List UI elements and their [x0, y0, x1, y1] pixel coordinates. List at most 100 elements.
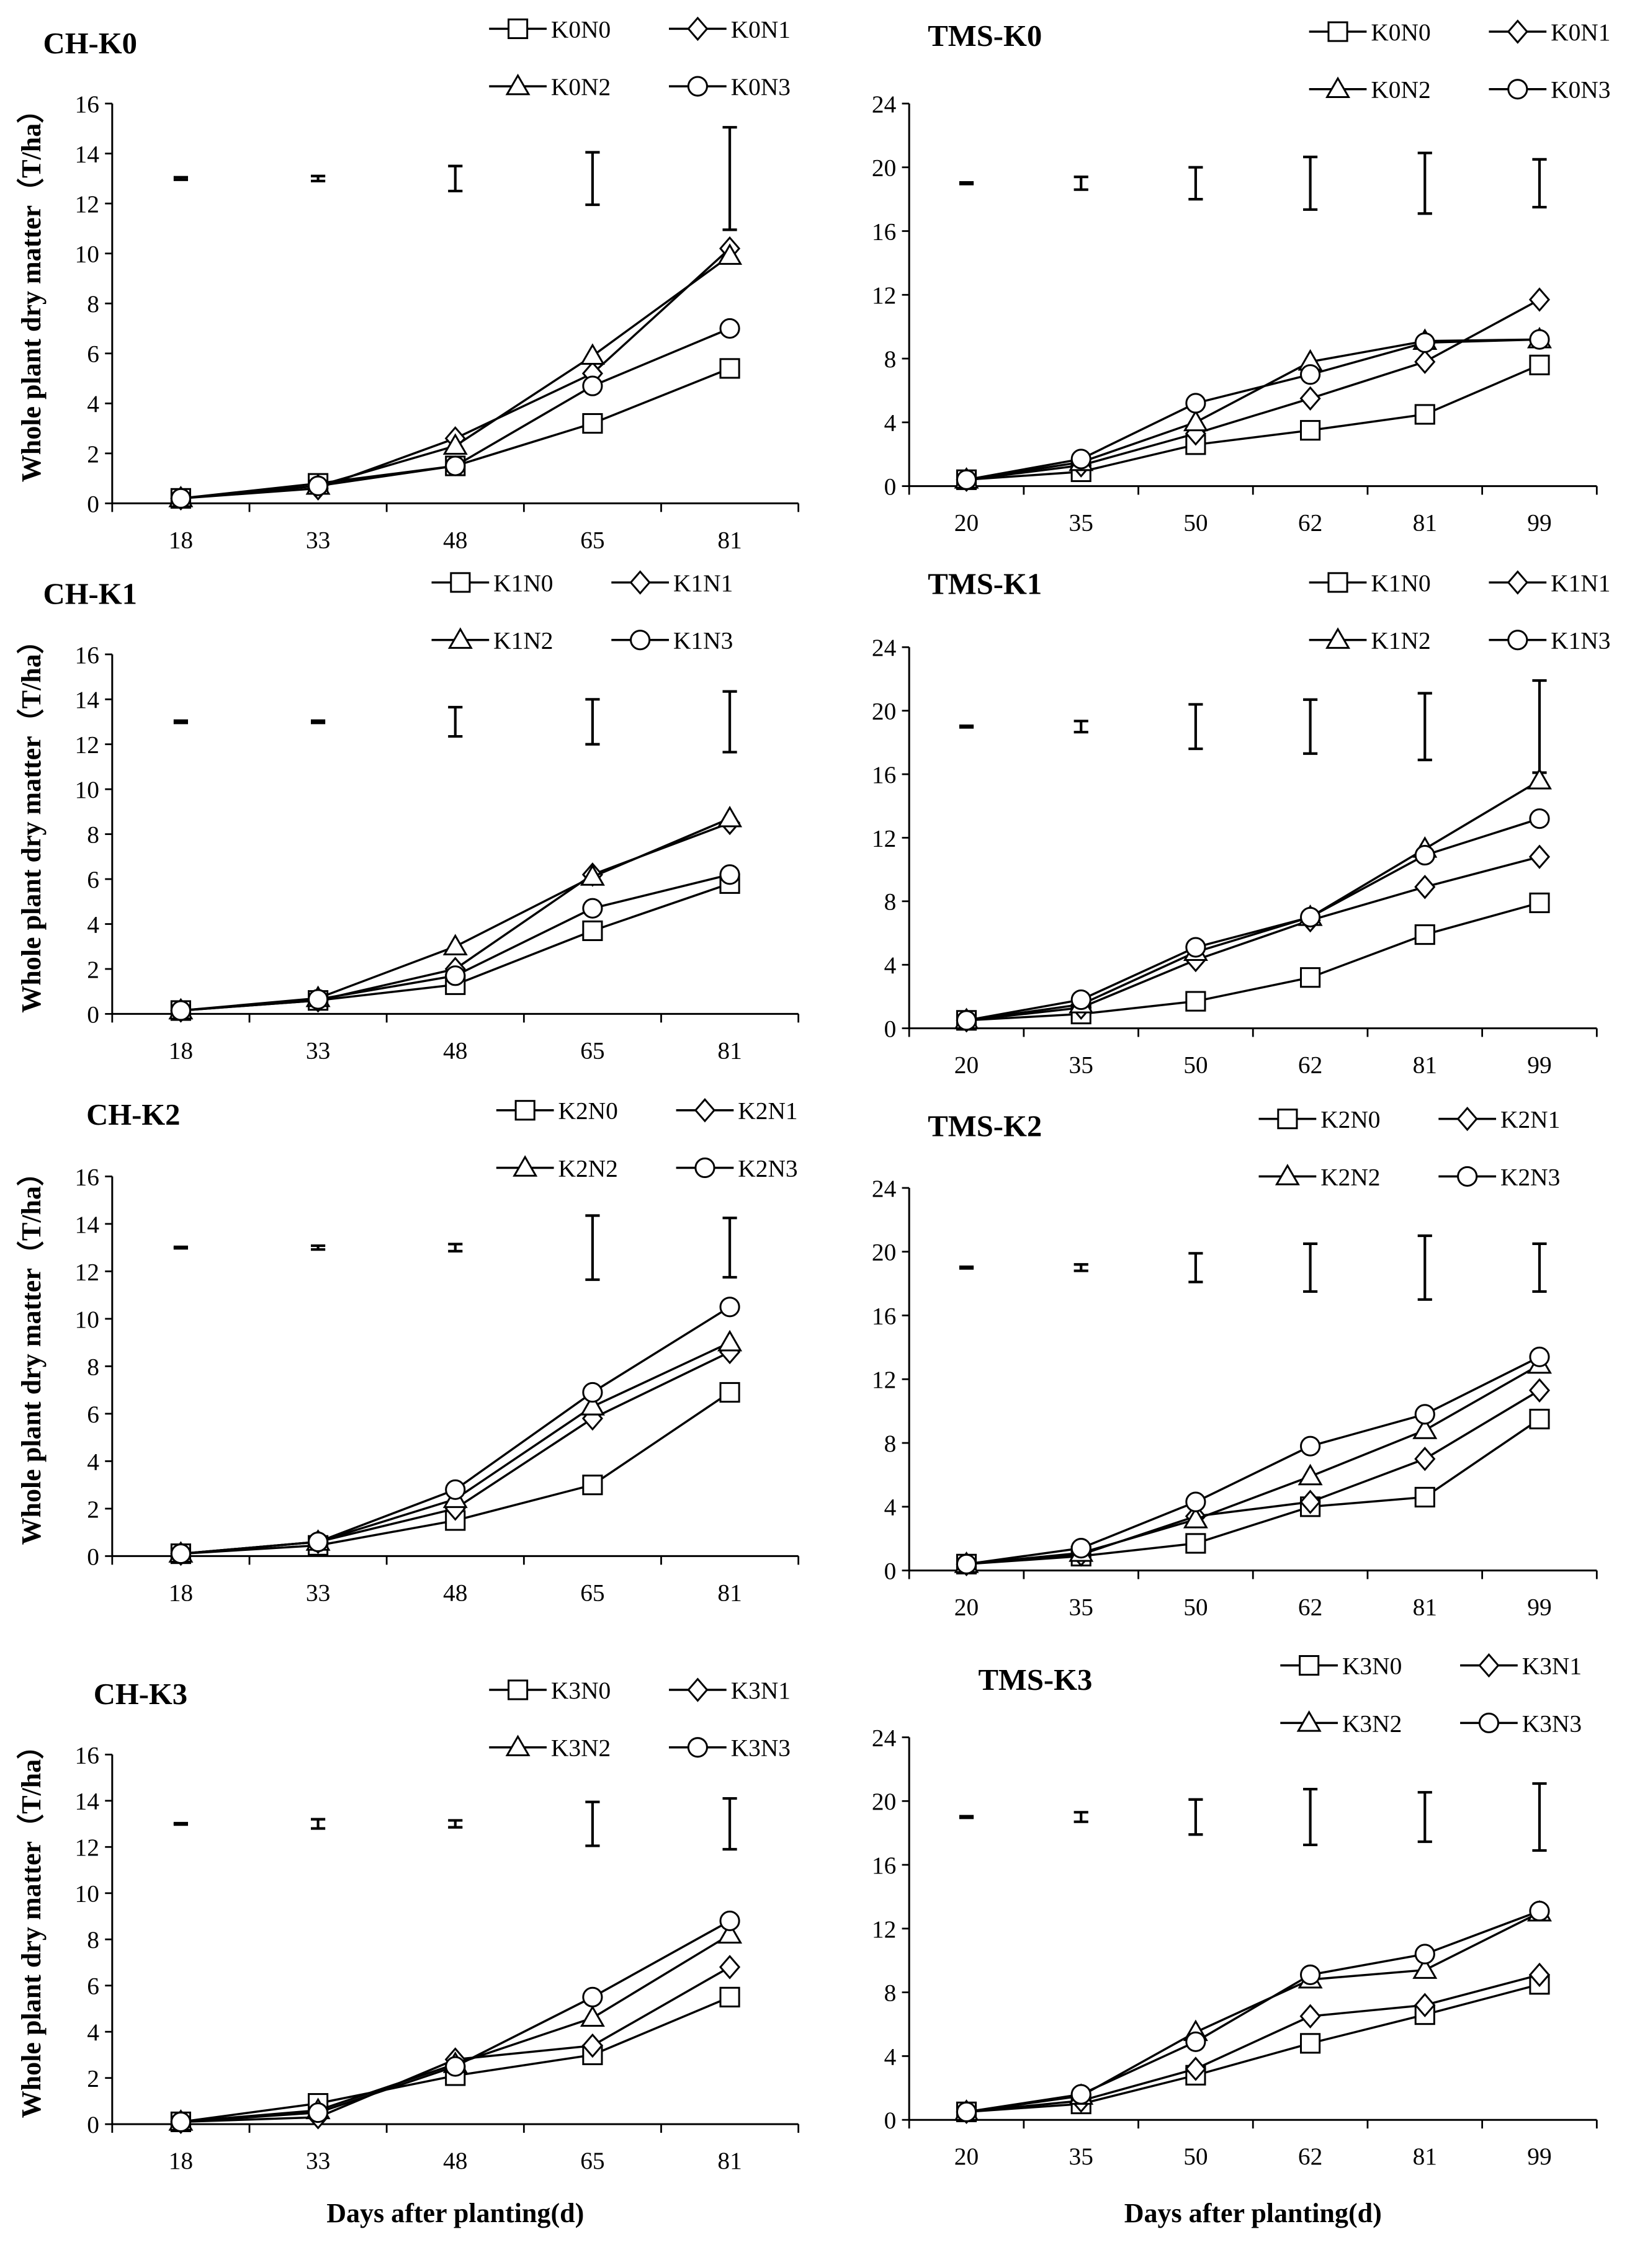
series-K0N2	[954, 326, 1552, 489]
y-tick-label: 16	[872, 1302, 896, 1329]
error-bar	[1417, 692, 1432, 762]
series-K2N2	[954, 1352, 1552, 1573]
legend-label: K1N0	[493, 569, 553, 597]
legend-entry: K3N3	[669, 1734, 791, 1762]
y-tick-label: 8	[884, 1980, 897, 2007]
y-tick-label: 2	[87, 2065, 99, 2092]
legend-label: K0N0	[551, 16, 611, 43]
legend-label: K1N2	[493, 627, 553, 654]
data-point	[1529, 1346, 1550, 1367]
data-point	[170, 488, 191, 509]
y-tick-label: 2	[87, 1496, 99, 1523]
data-point	[1185, 1491, 1206, 1512]
error-bar	[448, 705, 463, 738]
error-bar	[448, 1243, 463, 1252]
data-point	[582, 1475, 603, 1496]
data-point	[719, 358, 740, 379]
series-K3N2	[954, 1900, 1552, 2121]
legend-label: K1N3	[673, 627, 733, 654]
error-bar	[448, 164, 463, 193]
legend-entry: K1N1	[1489, 569, 1610, 597]
series-line	[966, 901, 1540, 1022]
y-tick-label: 2	[87, 440, 99, 468]
legend-label: K1N1	[673, 569, 733, 597]
y-tick-label: 8	[884, 888, 897, 916]
series-K3N2	[168, 1922, 743, 2131]
data-point	[717, 805, 743, 828]
data-point	[1300, 1435, 1321, 1457]
y-tick-label: 4	[884, 1494, 897, 1521]
legend-marker	[1457, 1166, 1478, 1187]
chart-title: TMS-K1	[928, 567, 1042, 600]
error-bar	[1302, 1242, 1318, 1293]
series-K2N1	[170, 1339, 741, 1566]
error-bar	[310, 174, 326, 182]
series-K0N3	[170, 318, 740, 509]
data-point	[1185, 1533, 1206, 1554]
series-line	[181, 1966, 730, 2123]
legend-entry: K2N3	[676, 1154, 798, 1182]
series-line	[966, 364, 1540, 481]
legend-label: K0N2	[1371, 76, 1430, 104]
series-line	[966, 338, 1540, 481]
legend-entry: K2N3	[1438, 1163, 1560, 1190]
error-bar	[1188, 703, 1203, 751]
y-tick-label: 0	[884, 1558, 897, 1585]
legend-entry: K0N0	[1309, 19, 1431, 46]
data-point	[719, 1955, 741, 1980]
y-tick-label: 6	[87, 866, 99, 893]
y-tick-label: 6	[87, 1973, 99, 2000]
data-point	[308, 989, 329, 1010]
x-tick-label: 50	[1183, 509, 1208, 536]
chart-title: TMS-K0	[928, 19, 1042, 53]
chart-title: CH-K3	[94, 1677, 187, 1711]
legend-marker	[1478, 1653, 1500, 1678]
legend-marker	[505, 1734, 531, 1757]
chart-panel: CH-K3 0 2 4 6 8 10 12 14 16 18 33 48 65 81 K3N0 K3N1 K3N2…	[16, 1677, 800, 2228]
y-tick-label: 12	[872, 824, 896, 852]
y-tick-label: 20	[872, 698, 896, 725]
data-point	[1300, 364, 1321, 385]
y-axis-label: Whole plant dry matter（T/ha）	[16, 1732, 47, 2118]
data-point	[956, 2101, 977, 2122]
error-bar	[585, 1214, 600, 1281]
series-line	[966, 1364, 1540, 1566]
data-point	[719, 1382, 740, 1403]
y-tick-label: 24	[872, 1175, 897, 1202]
y-tick-label: 20	[872, 154, 896, 182]
data-point	[1528, 1962, 1551, 1988]
x-tick-label: 48	[443, 2147, 467, 2174]
chart-panel: CH-K2 0 2 4 6 8 10 12 14 16 18 33 48 65 81 K2N0 K2N1 K2N2…	[16, 1097, 800, 1606]
error-bar	[173, 176, 189, 181]
series-line	[966, 1418, 1540, 1566]
x-tick-label: 81	[717, 1037, 742, 1064]
legend-label: K2N1	[738, 1097, 797, 1125]
data-point	[719, 1297, 740, 1318]
data-point	[1070, 2084, 1091, 2105]
series-K1N1	[956, 844, 1551, 1033]
y-tick-label: 16	[872, 1852, 896, 1879]
chart-panel: TMS-K2 0 4 8 12 16 20 24 20 35 50 62 81 99 K2N0 K2N1 K2N…	[872, 1106, 1598, 1620]
data-point	[580, 864, 605, 886]
error-bar	[1532, 158, 1547, 209]
y-tick-label: 4	[87, 390, 99, 417]
data-point	[1414, 924, 1435, 945]
data-point	[1299, 2004, 1321, 2029]
error-bar	[1073, 720, 1088, 734]
x-tick-label: 33	[306, 1579, 330, 1606]
legend-entry: K3N3	[1460, 1710, 1582, 1737]
error-bar	[959, 1266, 974, 1270]
y-tick-label: 14	[75, 1788, 100, 1815]
legend-label: K3N1	[1522, 1653, 1582, 1680]
error-bar	[1417, 1234, 1432, 1301]
y-tick-label: 10	[75, 241, 99, 268]
x-tick-label: 65	[580, 2147, 604, 2174]
error-bar	[585, 1800, 600, 1847]
legend-marker	[1277, 1109, 1298, 1130]
y-tick-label: 12	[75, 1258, 99, 1285]
legend-entry: K1N2	[1309, 627, 1431, 654]
x-tick-label: 18	[169, 1037, 193, 1064]
series-line	[181, 1934, 730, 2123]
data-point	[1414, 875, 1436, 900]
data-point	[1414, 349, 1436, 374]
